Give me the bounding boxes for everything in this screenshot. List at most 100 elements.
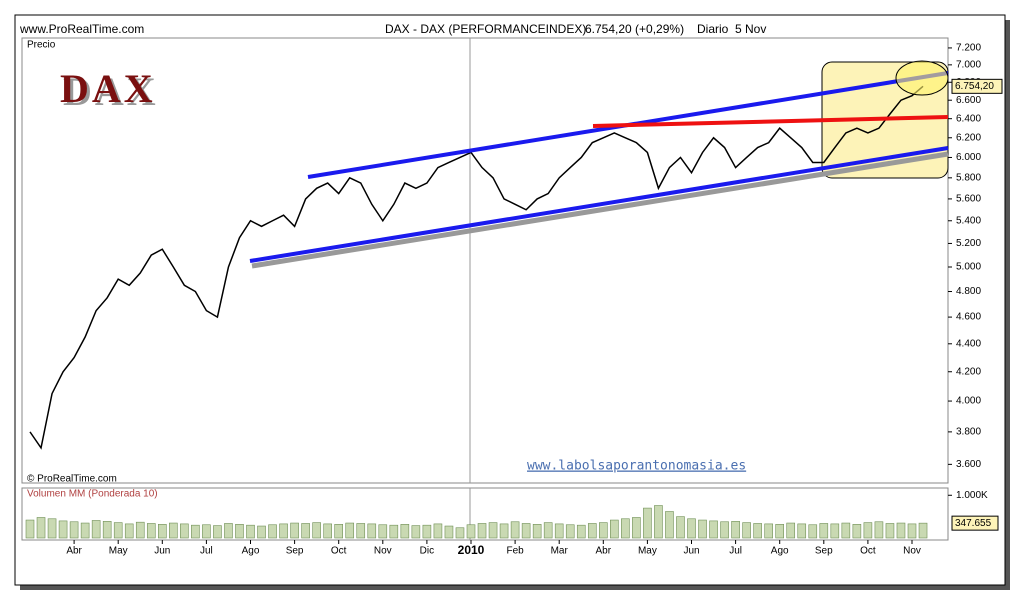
y-tick-label: 3.600 xyxy=(956,459,981,470)
volume-value-label: 347.655 xyxy=(955,518,992,529)
volume-bar xyxy=(433,523,443,539)
volume-bar xyxy=(36,517,46,539)
volume-bar xyxy=(323,523,332,539)
logo: DAX xyxy=(60,66,156,111)
volume-bar xyxy=(720,521,729,539)
volume-bar xyxy=(444,525,454,539)
volume-bar xyxy=(907,523,917,539)
x-tick-label: Oct xyxy=(331,546,347,557)
volume-bar xyxy=(543,522,553,539)
y-tick-label: 4.600 xyxy=(956,312,981,323)
volume-bar xyxy=(786,522,796,539)
volume-bar xyxy=(301,523,310,539)
volume-bar xyxy=(334,524,344,539)
y-tick-label: 7.200 xyxy=(956,43,981,54)
quote: 6.754,20 (+0,29%) xyxy=(585,22,684,36)
volume-bar xyxy=(598,522,608,539)
volume-bar xyxy=(698,519,707,539)
logo-shadow: DAX xyxy=(63,69,159,114)
volume-bar xyxy=(367,523,377,539)
x-tick-label: Sep xyxy=(286,546,304,557)
volume-bar xyxy=(80,522,90,539)
volume-bar xyxy=(654,505,663,539)
horizontal-resistance xyxy=(592,115,949,128)
volume-bar xyxy=(499,523,509,539)
volume-bar xyxy=(224,523,233,539)
x-tick-label: Nov xyxy=(374,546,392,557)
y-tick-label: 4.000 xyxy=(956,396,981,407)
volume-bar xyxy=(863,522,873,539)
volume-bar xyxy=(389,524,399,539)
copyright: © ProRealTime.com xyxy=(27,474,117,485)
volume-bar xyxy=(885,523,895,539)
volume-bar xyxy=(731,521,740,539)
volume-bar xyxy=(257,525,266,539)
x-tick-label: Jun xyxy=(683,546,699,557)
y-tick-label: 6.600 xyxy=(956,95,981,106)
y-tick-label: 6.000 xyxy=(956,152,981,163)
y-tick-label: 6.200 xyxy=(956,132,981,143)
volume-bar xyxy=(621,518,630,539)
x-tick-label: 2010 xyxy=(458,543,485,557)
volume-bar xyxy=(279,523,288,539)
volume-bar xyxy=(91,520,101,539)
x-tick-label: Jun xyxy=(154,546,170,557)
volume-label-box xyxy=(951,515,999,531)
volume-bar xyxy=(643,507,652,539)
chart-title: DAX - DAX (PERFORMANCEINDEX) xyxy=(385,22,586,36)
volume-bar xyxy=(268,524,277,539)
y-tick-label: 5.800 xyxy=(956,172,981,183)
price-panel xyxy=(21,37,949,484)
volume-bar xyxy=(422,524,432,539)
y-axis-label: Precio xyxy=(27,40,56,51)
x-tick-label: Oct xyxy=(860,546,876,557)
volume-bar xyxy=(830,523,840,539)
volume-bar xyxy=(400,524,410,539)
source: www.ProRealTime.com xyxy=(19,22,144,36)
watermark: www.labolsaporantonomasia.es xyxy=(527,459,746,474)
y-tick-label: 4.800 xyxy=(956,286,981,297)
y-tick-label: 7.000 xyxy=(956,59,981,70)
y-tick-label: 5.200 xyxy=(956,238,981,249)
volume-bar xyxy=(753,523,762,539)
volume-bar xyxy=(146,523,156,539)
y-tick-label: 4.400 xyxy=(956,338,981,349)
volume-bar xyxy=(102,521,112,539)
x-tick-label: Feb xyxy=(506,546,524,557)
volume-label: Volumen MM (Ponderada 10) xyxy=(27,489,158,500)
price-line xyxy=(29,85,924,450)
volume-bar xyxy=(918,522,928,539)
y-tick-label: 3.800 xyxy=(956,427,981,438)
volume-bar xyxy=(687,518,696,539)
x-tick-label: Jul xyxy=(200,546,213,557)
x-tick-label: May xyxy=(109,546,128,557)
volume-bar xyxy=(797,523,807,539)
volume-bar xyxy=(819,523,829,539)
volume-bar xyxy=(565,524,575,539)
volume-bar xyxy=(455,527,465,539)
volume-bar xyxy=(235,524,244,539)
volume-bar xyxy=(213,525,222,539)
volume-tick-label: 1.000K xyxy=(956,490,988,501)
volume-bar xyxy=(466,524,476,539)
volume-bar xyxy=(246,524,255,539)
x-tick-label: May xyxy=(638,546,657,557)
volume-bar xyxy=(135,521,145,539)
volume-bar xyxy=(632,517,641,539)
volume-bar xyxy=(113,522,123,539)
volume-bar xyxy=(180,523,189,539)
volume-bar xyxy=(477,523,487,539)
volume-bar xyxy=(808,524,818,539)
y-tick-label: 5.600 xyxy=(956,194,981,205)
volume-bar xyxy=(521,523,531,539)
volume-bar xyxy=(532,524,542,539)
y-tick-label: 5.400 xyxy=(956,215,981,226)
y-tick-label: 5.000 xyxy=(956,262,981,273)
volume-bar xyxy=(764,523,773,539)
volume-bar xyxy=(290,522,299,539)
price-label-box xyxy=(951,78,1003,94)
volume-bar xyxy=(587,523,597,539)
volume-bar xyxy=(345,522,355,539)
volume-bar xyxy=(610,519,619,539)
volume-bar xyxy=(312,522,321,539)
